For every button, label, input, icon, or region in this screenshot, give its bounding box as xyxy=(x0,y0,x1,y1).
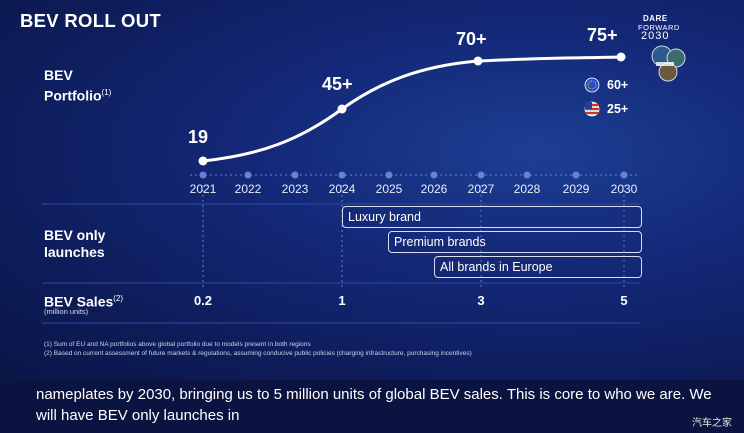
sales-value-2021: 0.2 xyxy=(193,293,213,308)
year-label: 2030 xyxy=(610,182,638,196)
us-flag-icon xyxy=(584,101,600,117)
year-dot-2025 xyxy=(385,171,393,179)
eu-flag-icon xyxy=(584,77,600,93)
slide: BEV ROLL OUT DARE FORWARD 2030 BEV Portf… xyxy=(0,0,744,380)
launch-bar-premium: Premium brands xyxy=(388,231,642,253)
year-label: 2022 xyxy=(234,182,262,196)
year-label: 2025 xyxy=(375,182,403,196)
point-2021 xyxy=(198,156,208,166)
launches-row-label: BEV only launches xyxy=(44,227,106,260)
point-2030 xyxy=(616,52,626,62)
logo-year: 2030 xyxy=(641,30,670,42)
year-dot-2024 xyxy=(338,171,346,179)
sales-value-2027: 3 xyxy=(477,293,485,308)
video-subtitle: nameplates by 2030, bringing us to 5 mil… xyxy=(36,386,712,424)
year-label: 2029 xyxy=(562,182,590,196)
launch-bar-all-brands: All brands in Europe xyxy=(434,256,642,278)
timeline-chart xyxy=(42,52,640,324)
year-label: 2027 xyxy=(467,182,495,196)
us-portfolio-value: 25+ xyxy=(607,102,629,116)
year-dot-2029 xyxy=(572,171,580,179)
year-label: 2021 xyxy=(189,182,217,196)
watermark: 汽车之家 xyxy=(692,418,732,429)
year-label: 2028 xyxy=(513,182,541,196)
portfolio-value-2021: 19 xyxy=(188,127,209,147)
sales-value-2030: 5 xyxy=(620,293,628,308)
portfolio-value-2027: 70+ xyxy=(456,29,487,49)
launch-bar-luxury: Luxury brand xyxy=(342,206,642,228)
sales-row-label: BEV Sales(2) xyxy=(44,290,123,311)
year-dot-2030 xyxy=(620,171,628,179)
portfolio-value-2030: 75+ xyxy=(587,25,618,45)
portfolio-value-2024: 45+ xyxy=(322,74,353,94)
portfolio-curve xyxy=(202,55,622,163)
footnote-1: (1) Sum of EU and NA portfolios above gl… xyxy=(44,341,311,348)
eu-portfolio-value: 60+ xyxy=(607,78,629,92)
year-dot-2023 xyxy=(291,171,299,179)
year-dot-2022 xyxy=(244,171,252,179)
year-label: 2024 xyxy=(328,182,356,196)
footnotes: (1) Sum of EU and NA portfolios above gl… xyxy=(44,341,472,358)
sales-note: (2) xyxy=(113,294,124,303)
slide-title: BEV ROLL OUT xyxy=(20,10,161,31)
portfolio-label-line2: Portfolio xyxy=(44,87,102,104)
year-dot-2027 xyxy=(477,171,485,179)
year-dot-2026 xyxy=(430,171,438,179)
logo-dare: DARE xyxy=(643,14,668,23)
badge-icon xyxy=(651,45,686,82)
portfolio-row-label: BEV Portfolio(1) xyxy=(44,67,111,105)
portfolio-label-line1: BEV xyxy=(44,67,73,83)
point-2024 xyxy=(337,104,347,114)
year-dot-2021 xyxy=(199,171,207,179)
point-2027 xyxy=(473,56,483,66)
portfolio-note: (1) xyxy=(101,88,112,97)
year-label: 2023 xyxy=(281,182,309,196)
year-dot-2028 xyxy=(523,171,531,179)
sales-label: BEV Sales xyxy=(44,293,114,310)
year-label: 2026 xyxy=(420,182,448,196)
logo-forward: FORWARD xyxy=(638,23,680,32)
sales-value-2024: 1 xyxy=(338,293,346,308)
sales-unit-label: (million units) xyxy=(44,307,89,316)
footnote-2: (2) Based on current assessment of futur… xyxy=(44,349,472,357)
